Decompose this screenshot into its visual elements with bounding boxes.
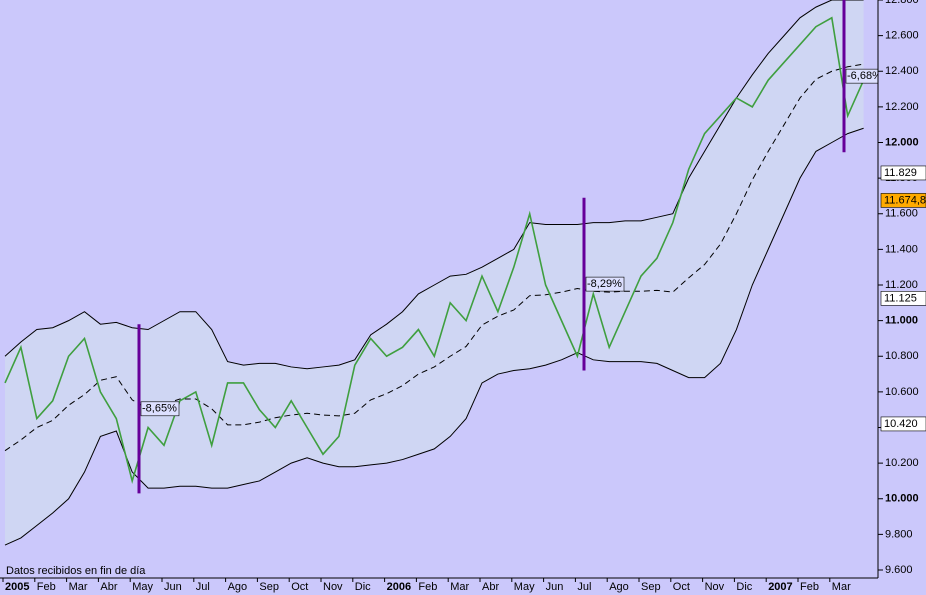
x-tick-label: May — [132, 581, 153, 593]
y-tick-label: 9.600 — [885, 564, 913, 576]
price-marker-label: 11.674,8 — [884, 194, 926, 206]
band-layer — [5, 0, 864, 546]
x-tick-label: Nov — [705, 581, 725, 593]
x-tick-label: 2007 — [768, 581, 792, 593]
y-tick-label: 12.800 — [885, 0, 919, 6]
x-tick-label: Ago — [609, 581, 629, 593]
y-tick-label: 10.200 — [885, 457, 919, 469]
x-tick-label: Abr — [100, 581, 117, 593]
x-tick-label: Nov — [323, 581, 343, 593]
y-tick-label: 9.800 — [885, 528, 913, 540]
x-tick-label: 2006 — [387, 581, 411, 593]
x-tick-label: Jun — [546, 581, 564, 593]
y-tick-label: 10.000 — [885, 493, 919, 505]
y-tick-label: 10.800 — [885, 350, 919, 362]
footnote: Datos recibidos en fin de día — [6, 565, 146, 577]
x-tick-label: Jun — [164, 581, 182, 593]
x-tick-label: Feb — [800, 581, 819, 593]
y-tick-label: 11.400 — [885, 243, 918, 255]
band-line — [4, 0, 864, 370]
price-marker-label: 11.829 — [884, 167, 917, 179]
x-tick-label: Dic — [355, 581, 371, 593]
axis-area-bottom — [0, 578, 926, 595]
price-line — [4, 16, 865, 484]
x-tick-label: Feb — [418, 581, 437, 593]
x-tick-label: Oct — [673, 581, 690, 593]
price-marker — [880, 416, 926, 432]
price-marker — [880, 193, 926, 208]
y-tick-label: 12.600 — [885, 30, 919, 42]
y-tick-label: 12.200 — [885, 101, 919, 113]
annotation-label: -8,29% — [587, 278, 622, 290]
y-tick-label: 11.000 — [885, 315, 918, 327]
price-marker — [880, 165, 926, 181]
x-tick-label: Ago — [228, 581, 248, 593]
x-tick-label: Mar — [450, 581, 469, 593]
annotation-box — [585, 276, 625, 292]
y-tick-label: 11.200 — [885, 279, 918, 291]
annotation-box — [140, 401, 180, 417]
x-tick-label: Oct — [291, 581, 308, 593]
band-line — [4, 127, 864, 546]
x-tick-label: Feb — [37, 581, 56, 593]
annotation-label: -8,65% — [142, 403, 177, 415]
annotation-label: -6,68% — [847, 70, 882, 82]
x-tick-label: Sep — [259, 581, 279, 593]
y-tick-label: 12.400 — [885, 65, 919, 77]
band-area — [5, 0, 864, 546]
x-tick-label: Abr — [482, 581, 499, 593]
y-tick-label: 11.600 — [885, 208, 918, 220]
price-marker-label: 10.420 — [884, 418, 918, 430]
y-tick-label: 12.000 — [885, 136, 919, 148]
price-marker-label: 11.125 — [884, 292, 917, 304]
x-tick-label: Dic — [736, 581, 752, 593]
price-marker — [880, 291, 926, 306]
x-tick-label: Sep — [641, 581, 661, 593]
x-tick-label: Mar — [69, 581, 88, 593]
x-tick-label: Mar — [832, 581, 851, 593]
y-tick-label: 10.600 — [885, 386, 919, 398]
x-tick-label: Jul — [196, 581, 210, 593]
x-tick-label: 2005 — [5, 581, 29, 593]
x-tick-label: May — [514, 581, 535, 593]
x-tick-label: Jul — [577, 581, 591, 593]
